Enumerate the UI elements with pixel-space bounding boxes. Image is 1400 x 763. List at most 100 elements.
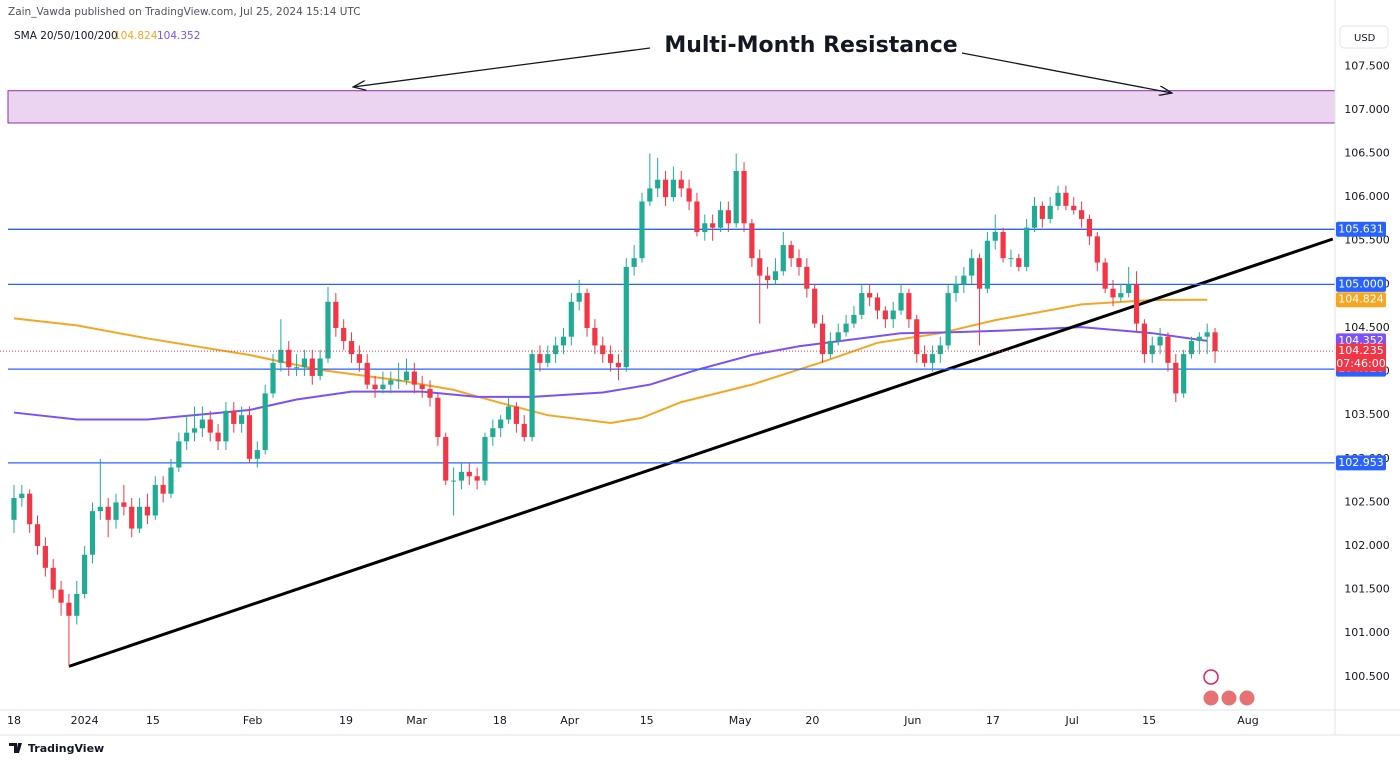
event-icon xyxy=(1220,689,1238,707)
candle-body xyxy=(992,232,998,241)
candle-body xyxy=(176,441,182,468)
candle-body xyxy=(921,354,928,363)
candle-body xyxy=(961,275,967,285)
candle-body xyxy=(592,327,598,346)
candle-body xyxy=(647,188,653,202)
candle-body xyxy=(615,362,622,368)
candle-body xyxy=(435,397,441,437)
candle-body xyxy=(851,314,857,324)
candle-body xyxy=(1094,236,1100,263)
plot-area xyxy=(0,90,1336,668)
candle-body xyxy=(317,358,323,376)
price-chip-label: 104.824 xyxy=(1338,293,1384,306)
candle-body xyxy=(286,349,292,368)
currency-box[interactable] xyxy=(1339,25,1389,49)
brand-logo xyxy=(9,743,22,753)
candle-body xyxy=(246,415,253,459)
x-tick-label: Jun xyxy=(903,714,921,727)
candle-body xyxy=(662,179,669,198)
candle-body xyxy=(1133,284,1140,324)
candle-body xyxy=(694,201,700,233)
candle-body xyxy=(1181,354,1187,394)
candle-body xyxy=(780,245,786,272)
price-chip xyxy=(1336,292,1386,308)
candle-body xyxy=(600,345,606,355)
y-tick-label: 104.500 xyxy=(1344,321,1390,334)
candle-body xyxy=(293,367,300,369)
candle-body xyxy=(1204,332,1210,337)
candle-body xyxy=(82,554,88,594)
brand: TradingView xyxy=(9,742,104,755)
candle-body xyxy=(50,567,56,590)
candle-body xyxy=(749,223,755,259)
price-chip-label: 104.235 xyxy=(1338,344,1384,357)
arrow xyxy=(961,52,1172,93)
candle-body xyxy=(890,310,896,320)
candle-body xyxy=(1110,288,1116,298)
y-tick-label: 107.500 xyxy=(1344,59,1390,72)
candle-body xyxy=(1149,345,1155,355)
candle-body xyxy=(388,380,394,385)
y-tick-label: 101.000 xyxy=(1344,626,1390,639)
candle-body xyxy=(66,602,72,616)
y-tick-label: 107.000 xyxy=(1344,103,1390,116)
candle-body xyxy=(254,450,260,459)
candle-body xyxy=(34,524,41,547)
candle-body xyxy=(717,210,724,228)
candle-body xyxy=(874,297,881,311)
x-tick-label: Jul xyxy=(1065,714,1079,727)
y-tick-label: 101.500 xyxy=(1344,583,1390,596)
candle-body xyxy=(58,589,64,603)
y-tick-label: 102.000 xyxy=(1344,539,1390,552)
candle-body xyxy=(427,389,433,398)
price-chip-label: 105.631 xyxy=(1338,222,1384,235)
candle-body xyxy=(953,284,959,294)
x-tick-label: Apr xyxy=(560,714,580,727)
candle-body xyxy=(1157,336,1163,346)
candle-body xyxy=(396,380,402,382)
candle-body xyxy=(655,179,661,189)
candle-body xyxy=(1102,262,1108,289)
candle-body xyxy=(725,210,731,224)
x-tick-label: 15 xyxy=(146,714,160,727)
candle-body xyxy=(1173,362,1179,394)
candle-body xyxy=(1188,341,1195,355)
candle-body xyxy=(129,506,135,529)
indicator-value: 104.824 xyxy=(114,30,158,42)
x-tick-label: 2024 xyxy=(71,714,99,727)
candle-body xyxy=(686,188,692,202)
candle-body xyxy=(348,341,355,355)
candle-body xyxy=(223,410,229,442)
candle-body xyxy=(1086,218,1093,237)
candle-body xyxy=(199,419,205,429)
y-tick-label: 100.500 xyxy=(1344,670,1390,683)
candle-body xyxy=(121,502,127,507)
candle-body xyxy=(372,384,378,390)
candle-body xyxy=(521,423,527,437)
candle-body xyxy=(1165,336,1171,363)
x-tick-label: Mar xyxy=(406,714,427,727)
x-tick-label: 15 xyxy=(1142,714,1156,727)
candle-body xyxy=(19,493,25,499)
brand-name: TradingView xyxy=(28,742,104,755)
candle-body xyxy=(113,502,119,520)
candle-body xyxy=(74,593,80,616)
price-chip-label: 105.000 xyxy=(1338,277,1384,290)
x-tick-label: 18 xyxy=(493,714,507,727)
candle-body xyxy=(819,323,826,355)
candle-body xyxy=(309,358,315,376)
y-tick-label: 106.500 xyxy=(1344,147,1390,160)
x-tick-label: 17 xyxy=(986,714,1000,727)
candle-body xyxy=(1008,258,1014,260)
x-tick-label: 20 xyxy=(805,714,819,727)
candle-body xyxy=(772,271,779,280)
candle-body xyxy=(553,345,559,355)
annotation: Multi-Month Resistance xyxy=(664,33,957,58)
x-tick-label: Aug xyxy=(1237,714,1258,727)
candle-body xyxy=(1078,210,1085,219)
candle-body xyxy=(639,201,645,259)
candle-body xyxy=(914,319,920,355)
event-icon xyxy=(1238,689,1256,707)
currency: USD xyxy=(1354,33,1376,44)
candle-body xyxy=(364,362,370,385)
